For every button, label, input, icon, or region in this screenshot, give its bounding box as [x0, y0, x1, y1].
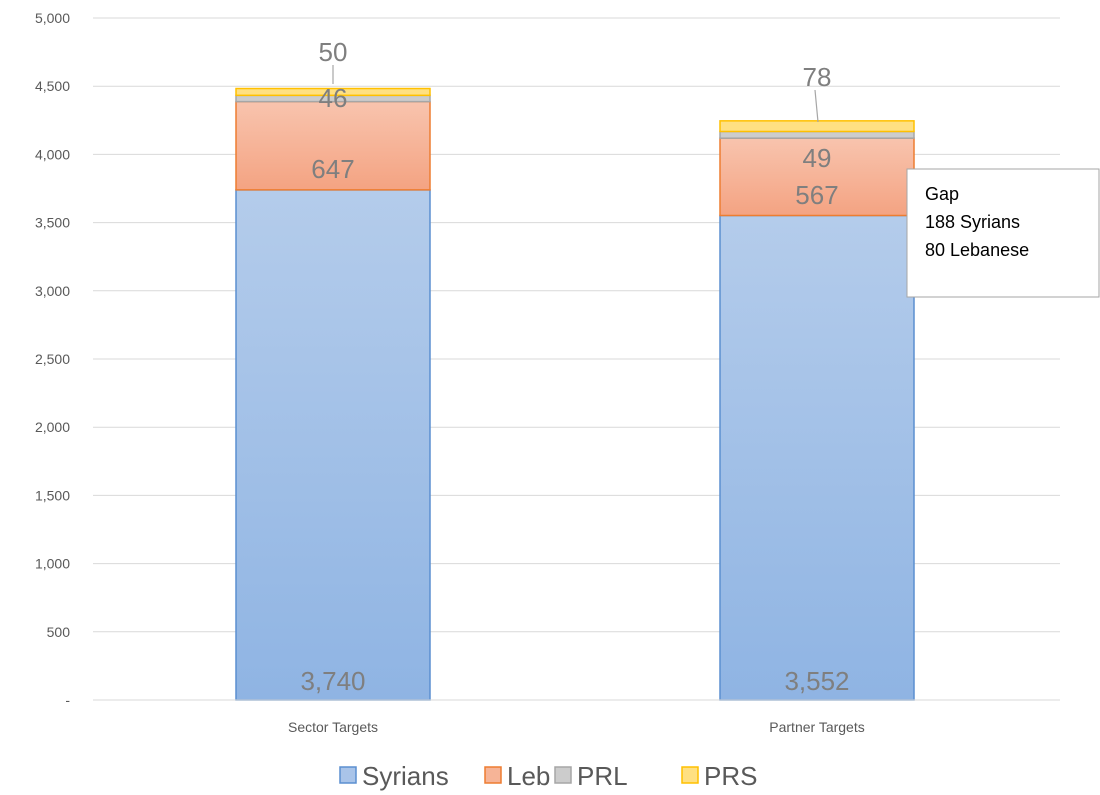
y-tick-label: - — [65, 692, 70, 708]
legend-label-leb: Leb — [507, 761, 550, 791]
y-tick-label: 1,500 — [35, 487, 70, 503]
legend-swatch-prs — [681, 766, 699, 784]
legend-label-syrians: Syrians — [362, 761, 449, 791]
data-label-syrians: 3,740 — [300, 666, 365, 696]
bar-segment-syrians — [719, 214, 915, 701]
y-tick-label: 3,000 — [35, 283, 70, 299]
data-label-prs: 78 — [803, 62, 832, 92]
x-axis: Sector Targets Partner Targets — [93, 699, 1060, 735]
y-tick-label: 4,500 — [35, 78, 70, 94]
gap-callout-text: 188 Syrians — [925, 212, 1020, 232]
data-label-prl: 46 — [319, 83, 348, 113]
legend: Syrians Leb PRL PRS — [339, 761, 757, 791]
bar-segment-syrians — [235, 189, 431, 701]
legend-label-prl: PRL — [577, 761, 628, 791]
y-tick-label: 2,500 — [35, 351, 70, 367]
y-tick-label: 1,000 — [35, 556, 70, 572]
gap-callout-text: Gap — [925, 184, 959, 204]
bar-segment-leb — [719, 137, 915, 217]
gap-callout-box — [906, 168, 1100, 298]
bar-segment-prs — [235, 87, 431, 97]
y-tick-label: 500 — [47, 624, 71, 640]
data-label-leb: 567 — [795, 180, 838, 210]
label-leader-line — [814, 89, 819, 123]
bar-segment-prs — [719, 120, 915, 133]
legend-swatch-prl — [554, 766, 572, 784]
legend-label-prs: PRS — [704, 761, 757, 791]
data-labels: 3,740 647 46 50 3,552 567 49 78 — [300, 37, 849, 696]
legend-swatch-syrians — [339, 766, 357, 784]
y-tick-label: 3,500 — [35, 215, 70, 231]
y-tick-label: 5,000 — [35, 10, 70, 26]
bars — [235, 87, 915, 701]
data-label-syrians: 3,552 — [784, 666, 849, 696]
x-tick-label: Partner Targets — [769, 719, 864, 735]
bar-segment-prl — [719, 130, 915, 139]
y-axis: - 500 1,000 1,500 2,000 2,500 3,000 3,500 4,000 4… — [35, 10, 70, 708]
data-label-prl: 49 — [803, 143, 832, 173]
legend-swatch-leb — [484, 766, 502, 784]
x-tick-label: Sector Targets — [288, 719, 378, 735]
data-label-prs: 50 — [319, 37, 348, 67]
y-tick-label: 4,000 — [35, 146, 70, 162]
y-tick-label: 2,000 — [35, 419, 70, 435]
data-label-leb: 647 — [311, 154, 354, 184]
gap-callout-text: 80 Lebanese — [925, 240, 1029, 260]
bar-segment-leb — [235, 100, 431, 191]
gap-annotation: Gap 188 Syrians 80 Lebanese — [906, 168, 1100, 298]
